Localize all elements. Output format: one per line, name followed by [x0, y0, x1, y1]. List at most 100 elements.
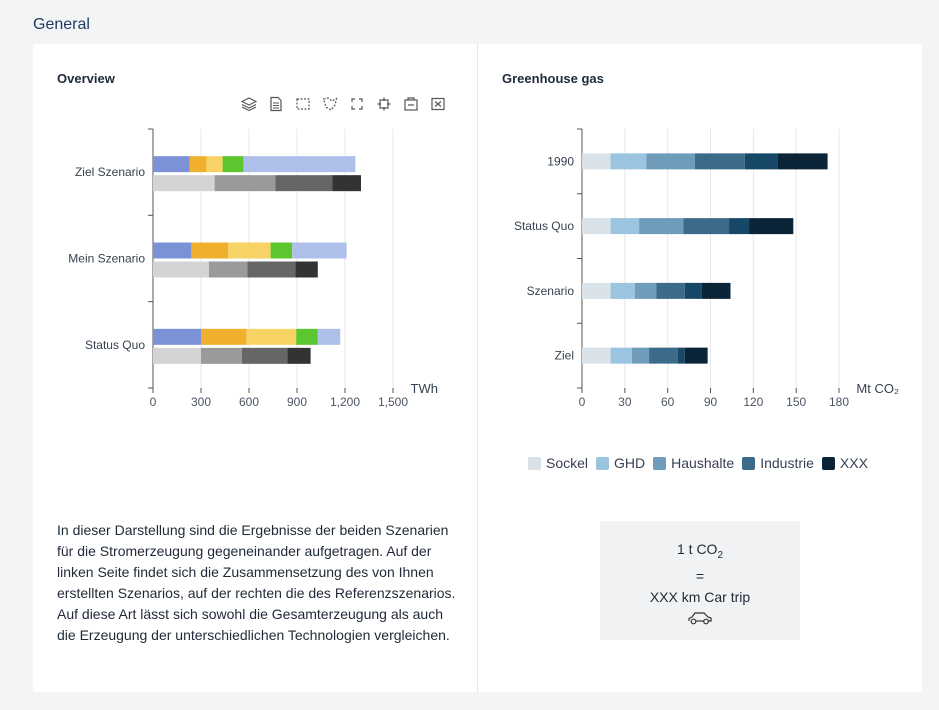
y-tick-label: 1990	[547, 154, 574, 168]
x-tick-label: 0	[150, 395, 157, 409]
co2-equivalence-box: 1 t CO2 = XXX km Car trip	[600, 521, 800, 640]
co2-line1: 1 t CO2	[676, 541, 724, 561]
legend-swatch	[742, 456, 756, 470]
bar-segment	[729, 218, 750, 235]
bar-segment	[610, 282, 635, 299]
x-tick-label: 1,500	[378, 395, 408, 409]
legend-swatch	[528, 456, 541, 470]
bar-segment	[296, 328, 318, 345]
document-icon[interactable]	[267, 95, 285, 113]
bar-segment	[206, 156, 223, 173]
section-title: General	[33, 16, 90, 33]
bar-segment	[634, 282, 657, 299]
bar-segment	[694, 153, 745, 170]
layers-icon[interactable]	[240, 95, 258, 113]
bar-segment	[317, 328, 341, 345]
y-tick-label: Szenario	[527, 284, 575, 298]
clear-icon[interactable]	[429, 95, 447, 113]
bar-segment	[153, 242, 192, 259]
bar-segment	[684, 347, 708, 364]
x-tick-label: 1,200	[330, 395, 360, 409]
x-tick-label: 600	[239, 395, 259, 409]
bar-segment	[744, 153, 778, 170]
bar-segment	[295, 261, 318, 278]
bar-segment	[749, 218, 794, 235]
zoom-in-icon[interactable]	[348, 95, 366, 113]
legend-swatch	[653, 456, 667, 470]
bar-segment	[631, 347, 650, 364]
restore-icon[interactable]	[402, 95, 420, 113]
legend-label: Haushalte	[671, 455, 735, 471]
bar-segment	[582, 218, 611, 235]
zoom-out-icon[interactable]	[375, 95, 393, 113]
legend-item[interactable]: XXX	[821, 455, 868, 471]
bar-segment	[610, 153, 647, 170]
y-tick-label: Ziel Szenario	[75, 165, 145, 179]
y-tick-label: Status Quo	[85, 338, 145, 352]
bar-segment	[189, 156, 207, 173]
bar-segment	[332, 175, 361, 192]
legend-label: XXX	[839, 455, 868, 471]
bar-segment	[191, 242, 229, 259]
bar-segment	[656, 282, 685, 299]
bar-segment	[201, 328, 247, 345]
description-text: In dieser Darstellung sind die Ergebniss…	[57, 522, 456, 643]
x-tick-label: 300	[191, 395, 211, 409]
co2-equals: =	[695, 567, 705, 584]
x-tick-label: 0	[579, 395, 586, 409]
bar-segment	[677, 347, 685, 364]
y-tick-label: Status Quo	[514, 219, 574, 233]
bar-segment	[610, 218, 640, 235]
legend-item[interactable]: GHD	[596, 455, 645, 471]
bar-segment	[243, 156, 356, 173]
bar-segment	[153, 175, 215, 192]
legend-swatch	[596, 456, 610, 470]
car-icon	[600, 610, 800, 632]
bar-segment	[201, 347, 242, 364]
x-tick-label: 900	[287, 395, 307, 409]
bar-segment	[247, 261, 296, 278]
bar-segment	[582, 153, 611, 170]
legend-label: Industrie	[760, 455, 814, 471]
panel-divider	[477, 44, 478, 692]
bar-segment	[287, 347, 311, 364]
x-tick-label: 180	[829, 395, 849, 409]
x-tick-label: 150	[786, 395, 806, 409]
legend-label: GHD	[614, 455, 646, 471]
lasso-icon[interactable]	[321, 95, 339, 113]
y-tick-label: Ziel	[555, 349, 574, 363]
x-tick-label: 60	[661, 395, 675, 409]
bar-segment	[777, 153, 828, 170]
co2-car-trip: XXX km Car trip	[649, 588, 751, 605]
legend-label: Sockel	[546, 455, 589, 471]
chart-toolbar	[240, 95, 447, 113]
bar-segment	[153, 328, 201, 345]
bar-segment	[275, 175, 333, 192]
bar-segment	[683, 218, 730, 235]
select-rect-icon[interactable]	[294, 95, 312, 113]
x-tick-label: 30	[618, 395, 632, 409]
y-tick-label: Mein Szenario	[68, 252, 145, 266]
bar-segment	[209, 261, 248, 278]
bar-segment	[241, 347, 288, 364]
x-unit-label: Mt CO₂	[856, 381, 899, 396]
bar-segment	[222, 156, 244, 173]
bar-segment	[153, 261, 209, 278]
legend-item[interactable]: Haushalte	[653, 455, 734, 471]
legend-item[interactable]: Industrie	[742, 455, 814, 471]
greenhouse-title: Greenhouse gas	[502, 71, 604, 86]
legend-item[interactable]: Sockel	[528, 455, 588, 471]
bar-segment	[610, 347, 632, 364]
legend-swatch	[821, 456, 835, 470]
bar-segment	[582, 347, 611, 364]
greenhouse-legend: Sockel GHD Haushalte Industrie XXX	[528, 455, 868, 471]
bar-segment	[292, 242, 347, 259]
x-unit-label: TWh	[411, 381, 438, 396]
bar-segment	[639, 218, 684, 235]
x-tick-label: 120	[743, 395, 763, 409]
bar-segment	[153, 156, 190, 173]
x-tick-label: 90	[704, 395, 718, 409]
bar-segment	[684, 282, 702, 299]
